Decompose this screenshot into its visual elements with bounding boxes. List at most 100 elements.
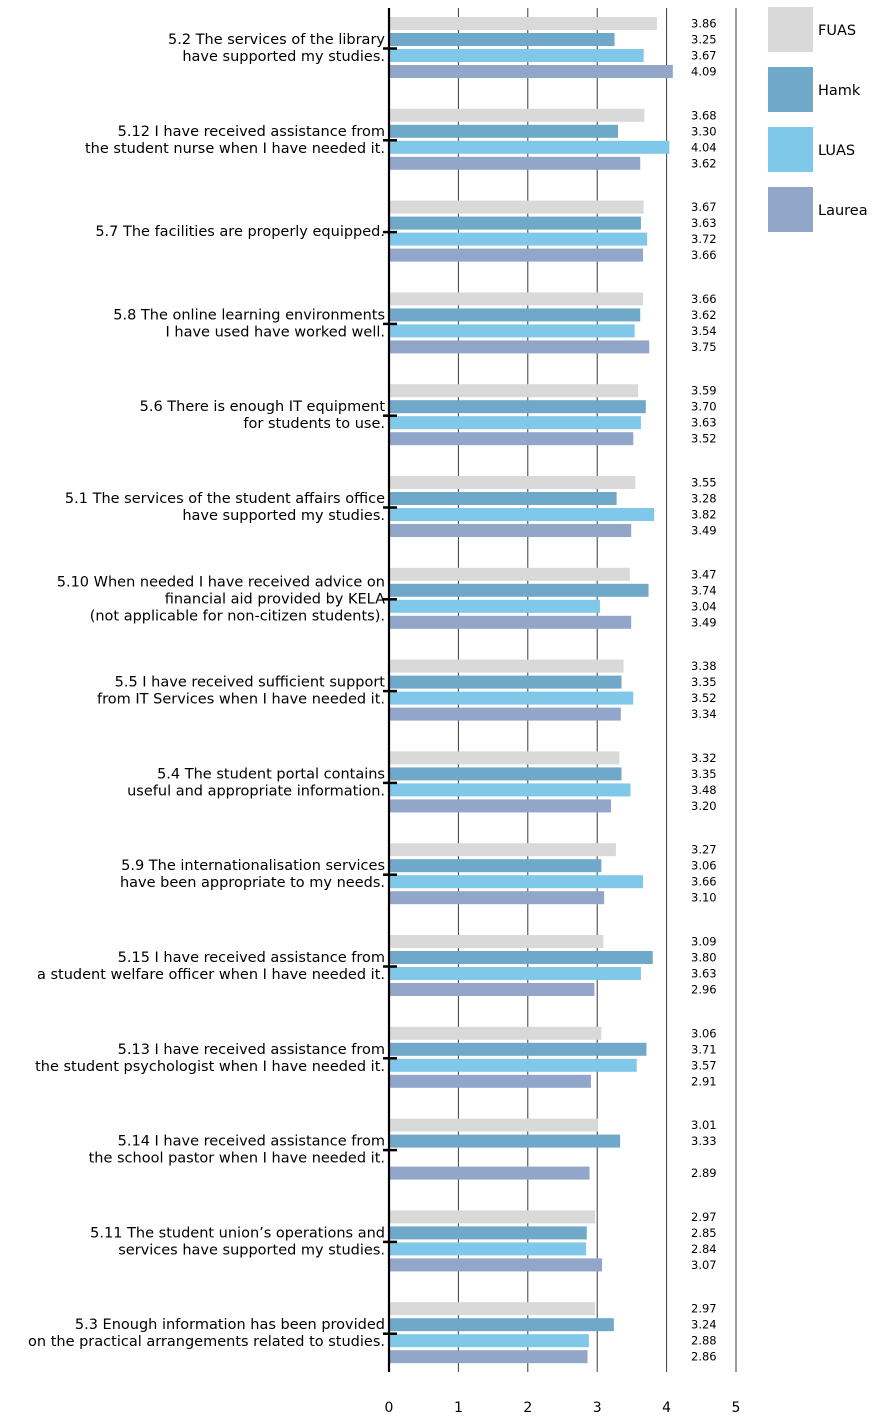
value-label: 3.68 <box>691 108 717 122</box>
bar-fuas <box>389 567 630 581</box>
value-label: 3.10 <box>691 891 717 905</box>
bar-fuas <box>389 751 620 765</box>
category-label: 5.14 I have received assistance from <box>118 1134 385 1150</box>
legend-label: Hamk <box>818 83 861 99</box>
bar-hamk <box>389 675 622 689</box>
bar-fuas <box>389 1026 602 1040</box>
bar-fuas <box>389 1210 596 1224</box>
category-label: 5.8 The online learning environments <box>113 307 385 323</box>
category-label: useful and appropriate information. <box>127 783 385 799</box>
legend-swatch-laurea <box>768 187 813 232</box>
value-label: 3.35 <box>691 675 717 689</box>
category-label: 5.9 The internationalisation services <box>121 858 385 874</box>
value-label: 3.86 <box>691 17 717 31</box>
value-label: 3.25 <box>691 33 717 47</box>
value-label: 2.97 <box>691 1210 717 1224</box>
bar-luas <box>389 783 631 797</box>
category-label: (not applicable for non-citizen students… <box>90 608 385 624</box>
value-label: 3.34 <box>691 707 717 721</box>
bar-hamk <box>389 951 653 964</box>
bar-hamk <box>389 492 617 505</box>
value-label: 3.55 <box>691 476 717 490</box>
bar-fuas <box>389 384 639 398</box>
value-label: 2.86 <box>691 1350 717 1364</box>
bars <box>389 17 673 1364</box>
value-label: 4.04 <box>691 140 717 154</box>
axis <box>383 8 397 1372</box>
legend: FUAS Hamk LUAS Laurea <box>768 7 868 232</box>
bar-hamk <box>389 583 649 597</box>
bar-fuas <box>389 1302 596 1316</box>
value-label: 3.62 <box>691 156 717 170</box>
value-label: 4.09 <box>691 65 717 79</box>
bar-fuas <box>389 476 636 489</box>
bar-laurea <box>389 156 641 170</box>
bar-laurea <box>389 983 595 996</box>
x-tick-label: 5 <box>732 1400 741 1416</box>
value-label: 2.89 <box>691 1166 717 1180</box>
bar-luas <box>389 49 644 62</box>
bar-fuas <box>389 935 604 948</box>
bar-fuas <box>389 108 645 122</box>
bar-hamk <box>389 1226 587 1240</box>
bar-luas <box>389 1242 587 1256</box>
category-label: 5.10 When needed I have received advice … <box>57 574 385 590</box>
value-label: 3.54 <box>691 324 717 338</box>
category-label: for students to use. <box>243 416 385 432</box>
value-label: 3.30 <box>691 124 717 138</box>
value-labels: 3.86 3.25 3.67 4.09 3.68 3.30 4.04 3.62 3.67 3.63… <box>691 17 717 1364</box>
value-label: 3.49 <box>691 615 717 629</box>
bar-hamk <box>389 33 615 46</box>
value-label: 3.74 <box>691 583 717 597</box>
value-label: 3.06 <box>691 859 717 873</box>
bar-laurea <box>389 340 650 354</box>
bar-fuas <box>389 17 657 30</box>
value-label: 3.33 <box>691 1134 717 1148</box>
category-label: financial aid provided by KELA <box>165 591 385 607</box>
value-label: 3.66 <box>691 875 717 889</box>
value-label: 3.80 <box>691 951 717 965</box>
value-label: 3.67 <box>691 200 717 214</box>
value-label: 3.63 <box>691 967 717 981</box>
category-label: 5.1 The services of the student affairs … <box>65 491 385 507</box>
x-tick-label: 3 <box>593 1400 602 1416</box>
value-label: 3.57 <box>691 1058 717 1072</box>
bar-luas <box>389 324 635 338</box>
bar-hamk <box>389 124 619 138</box>
value-label: 3.07 <box>691 1258 717 1272</box>
value-label: 2.84 <box>691 1242 717 1256</box>
value-label: 3.20 <box>691 799 717 813</box>
value-label: 3.24 <box>691 1318 717 1332</box>
bar-laurea <box>389 707 621 721</box>
bar-laurea <box>389 248 644 262</box>
category-label: 5.7 The facilities are properly equipped… <box>95 224 385 240</box>
x-axis-ticks: 0 1 2 3 4 5 <box>385 1400 741 1416</box>
category-label: 5.13 I have received assistance from <box>118 1042 385 1058</box>
category-label: 5.5 I have received sufficient support <box>115 675 386 691</box>
value-label: 3.52 <box>691 432 717 446</box>
value-label: 3.63 <box>691 216 717 230</box>
legend-swatch-luas <box>768 127 813 172</box>
bar-fuas <box>389 1118 598 1132</box>
bar-fuas <box>389 292 644 306</box>
category-label: 5.3 Enough information has been provided <box>75 1317 385 1333</box>
value-label: 2.88 <box>691 1334 717 1348</box>
bar-hamk <box>389 308 641 322</box>
bar-luas <box>389 875 644 889</box>
bar-luas <box>389 599 600 613</box>
value-label: 3.59 <box>691 384 717 398</box>
bar-fuas <box>389 200 644 214</box>
value-label: 3.66 <box>691 292 717 306</box>
bar-laurea <box>389 891 605 905</box>
bar-laurea <box>389 1074 591 1088</box>
category-label: have been appropriate to my needs. <box>120 875 385 891</box>
category-label: a student welfare officer when I have ne… <box>37 967 385 983</box>
value-label: 3.71 <box>691 1042 717 1056</box>
bar-hamk <box>389 216 641 230</box>
category-label: 5.4 The student portal contains <box>157 766 385 782</box>
value-label: 3.35 <box>691 767 717 781</box>
value-label: 2.96 <box>691 983 717 997</box>
value-label: 3.72 <box>691 232 717 246</box>
